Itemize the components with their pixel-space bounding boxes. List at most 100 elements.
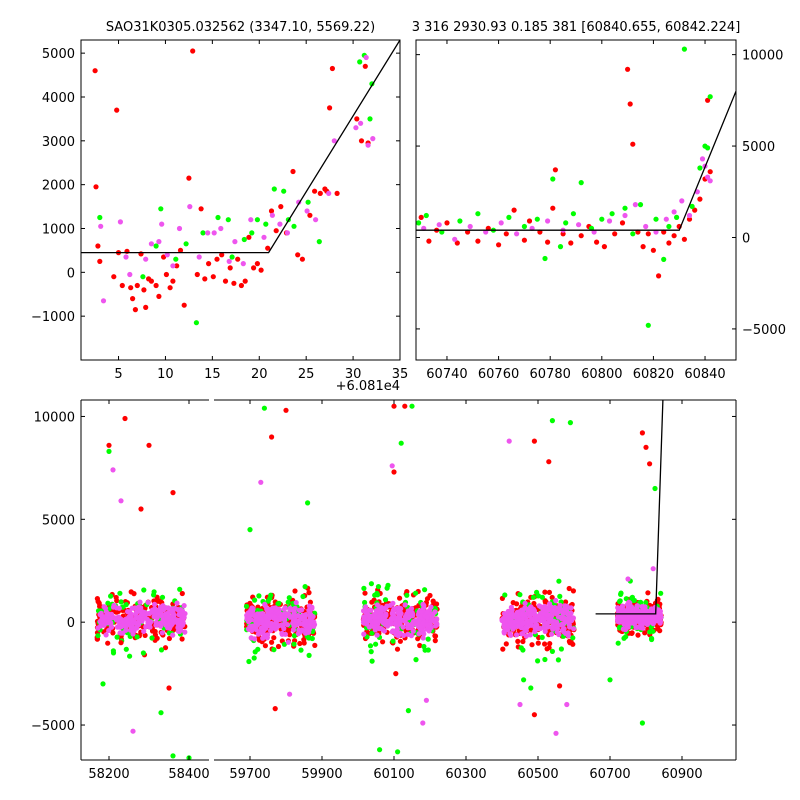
data-point [559,627,566,633]
data-point [156,293,162,299]
x-tick-label: 10 [157,367,174,382]
data-point [159,630,165,636]
data-point [519,611,525,617]
data-point [381,628,387,634]
data-point [656,273,662,279]
data-point [542,589,548,595]
data-point [299,256,305,262]
data-point [238,282,244,289]
data-point [578,180,584,186]
data-point [366,613,372,619]
data-point [535,640,541,646]
data-point [564,701,570,708]
data-point [170,753,176,759]
data-point [269,434,275,440]
data-point [97,258,103,264]
data-point [625,576,631,582]
data-point [108,620,114,626]
data-point [394,627,400,633]
x-tick-label: 58200 [88,767,129,782]
data-point [425,647,431,653]
data-point [562,603,568,609]
data-point [371,614,378,620]
data-point [167,285,173,291]
axis-frame [415,39,737,361]
data-point [284,230,290,236]
data-point [170,632,176,638]
data-point [427,592,433,599]
data-point [246,658,252,665]
data-point [256,593,262,599]
data-point [301,637,307,643]
data-point [264,606,270,612]
data-point [304,208,310,214]
data-point [327,105,333,111]
data-point [426,238,432,244]
data-point [374,632,380,638]
data-point [133,614,139,621]
data-point [369,658,375,664]
x-tick-label: 35 [392,367,409,382]
data-point [249,230,255,236]
y-tick-label: 0 [67,266,75,281]
y-tick-label: 4000 [42,91,75,106]
data-point [374,602,380,608]
data-point [705,145,711,151]
data-point [404,621,410,627]
axes-layer: −1000 0 1000 2000 3000 4000 5000 5 10 15 20 25 30 35+… [31,20,786,782]
data-point [295,252,301,258]
data-point [252,649,258,655]
data-point [129,617,135,623]
data-point [707,94,713,100]
data-point [545,624,552,630]
data-point [643,223,649,230]
data-point [643,600,649,606]
data-point [392,621,398,627]
data-point [554,619,560,625]
data-point [421,603,427,609]
data-point [399,617,405,623]
data-point [151,601,158,608]
data-point [560,609,566,615]
data-point [174,263,180,269]
data-point [139,611,146,617]
data-point [553,597,559,604]
data-point [198,206,204,212]
data-point [454,240,460,246]
data-point [205,230,211,236]
y-tick-label: −5000 [31,719,75,734]
data-point [269,639,275,645]
data-point [305,500,311,506]
data-point [167,625,173,631]
data-point [268,628,274,634]
data-point [373,641,379,647]
data-point [369,599,375,605]
data-point [529,642,535,648]
data-point [635,632,641,638]
data-point [540,615,546,621]
data-point [159,221,165,227]
data-point [123,254,129,260]
data-point [457,218,463,224]
data-point [146,442,152,448]
data-point [521,677,527,683]
data-point [307,212,313,218]
data-point [269,212,275,218]
data-point [251,265,257,271]
data-point [501,624,507,630]
data-point [190,48,196,54]
data-point [679,198,685,204]
data-point [657,628,663,634]
data-point [316,239,322,245]
y-tick-label: 10000 [34,410,75,425]
data-point [542,656,548,663]
data-point [248,607,254,613]
y-tick-label: 0 [67,616,75,631]
data-point [681,46,688,52]
data-point [432,619,439,625]
data-point [503,641,509,647]
data-point [689,203,695,209]
data-point [514,231,520,237]
data-point [539,634,545,641]
data-point [232,239,238,245]
